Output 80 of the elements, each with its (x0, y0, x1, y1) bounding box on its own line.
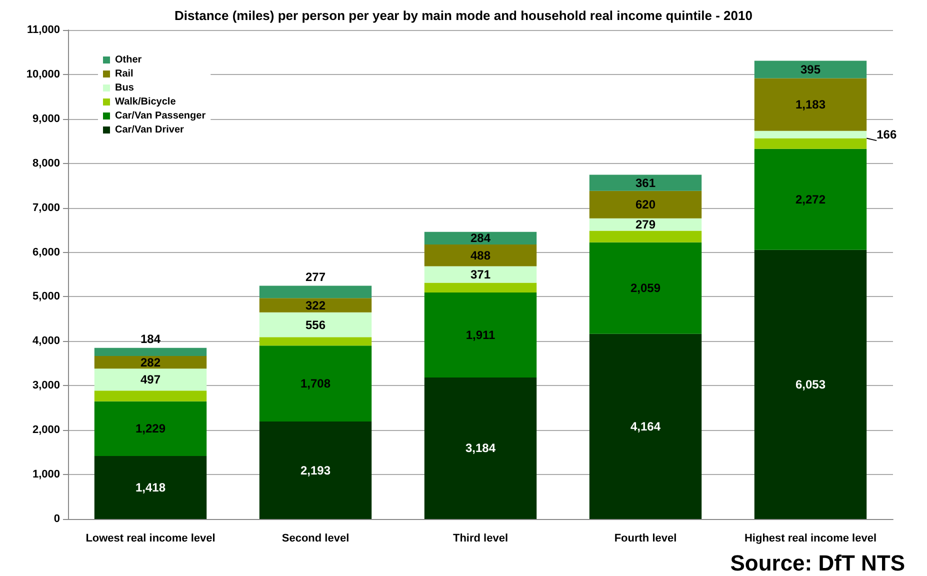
bar (94, 401, 207, 456)
bar (424, 292, 537, 378)
y-tick-label: 8,000 (32, 157, 60, 170)
data-label: 322 (305, 298, 326, 312)
y-tick-label: 2,000 (32, 424, 60, 436)
legend-label: Car/Van Passenger (115, 110, 206, 122)
bar (589, 174, 702, 191)
bar (424, 232, 537, 245)
bar (589, 334, 702, 519)
data-label: 395 (800, 62, 821, 76)
data-label: 497 (140, 372, 161, 387)
data-label: 184 (140, 332, 161, 346)
bar (94, 390, 207, 402)
data-label: 3,184 (465, 441, 496, 456)
y-tick-label: 3,000 (32, 380, 60, 392)
x-tick-label: Third level (452, 532, 508, 544)
bar (94, 456, 207, 519)
data-label: 371 (470, 267, 491, 282)
bar (259, 337, 372, 346)
data-label: 488 (470, 248, 491, 262)
y-tick-label: 0 (54, 513, 60, 525)
bar (589, 190, 702, 218)
x-tick-label: Second level (282, 532, 350, 544)
bar (589, 218, 702, 231)
bar (589, 230, 702, 242)
y-tick-label: 5,000 (32, 290, 60, 303)
bar (94, 348, 207, 356)
data-label: 2,272 (795, 192, 826, 206)
legend-label: Car/Van Driver (115, 124, 184, 136)
x-tick-label: Lowest real income level (86, 532, 216, 544)
data-label: 620 (635, 198, 656, 212)
bar (259, 422, 372, 519)
data-label: 1,183 (795, 98, 826, 112)
bar (259, 346, 372, 422)
data-label: 282 (140, 355, 161, 370)
bar (424, 282, 537, 293)
data-label: 166 (876, 128, 897, 142)
data-label: 1,418 (135, 480, 166, 494)
bar (424, 266, 537, 283)
legend-label: Rail (115, 68, 134, 80)
data-label: 556 (305, 318, 326, 332)
chart-title: Distance (miles) per person per year by main mode and household real income quintile - 2010 (174, 8, 752, 23)
data-label: 1,911 (466, 328, 496, 342)
bar (754, 130, 867, 138)
y-tick-label: 10,000 (26, 68, 60, 80)
source-note: Source: DfT NTS (730, 550, 906, 576)
legend-label: Other (115, 54, 142, 66)
bar (589, 242, 702, 334)
data-label: 279 (635, 218, 656, 232)
bar (94, 368, 207, 391)
data-label: 6,053 (795, 377, 826, 392)
bar (754, 60, 867, 78)
bar (259, 298, 372, 312)
bar (424, 377, 537, 519)
bar (94, 356, 207, 369)
bar (754, 138, 867, 149)
x-tick-label: Fourth level (614, 532, 677, 544)
y-tick-label: 7,000 (32, 202, 60, 214)
y-tick-label: 4,000 (32, 335, 60, 348)
legend-label: Walk/Bicycle (115, 96, 176, 108)
data-label: 1,229 (135, 422, 166, 436)
bar (754, 78, 867, 131)
data-label: 1,708 (300, 376, 331, 391)
y-tick-label: 11,000 (26, 24, 60, 36)
data-label: 2,059 (630, 281, 661, 296)
y-tick-label: 9,000 (32, 112, 60, 125)
bar (754, 148, 867, 250)
data-label: 361 (635, 176, 656, 190)
bar (424, 244, 537, 266)
y-tick-label: 6,000 (32, 246, 60, 258)
bar (754, 250, 867, 519)
data-label: 277 (305, 270, 326, 284)
data-label: 2,193 (300, 463, 331, 478)
legend-label: Bus (115, 82, 134, 94)
bar (259, 286, 372, 298)
x-tick-label: Highest real income level (744, 532, 877, 544)
data-label: 284 (470, 231, 491, 246)
y-tick-label: 1,000 (32, 468, 60, 481)
data-label: 4,164 (630, 419, 661, 434)
bar (259, 312, 372, 338)
